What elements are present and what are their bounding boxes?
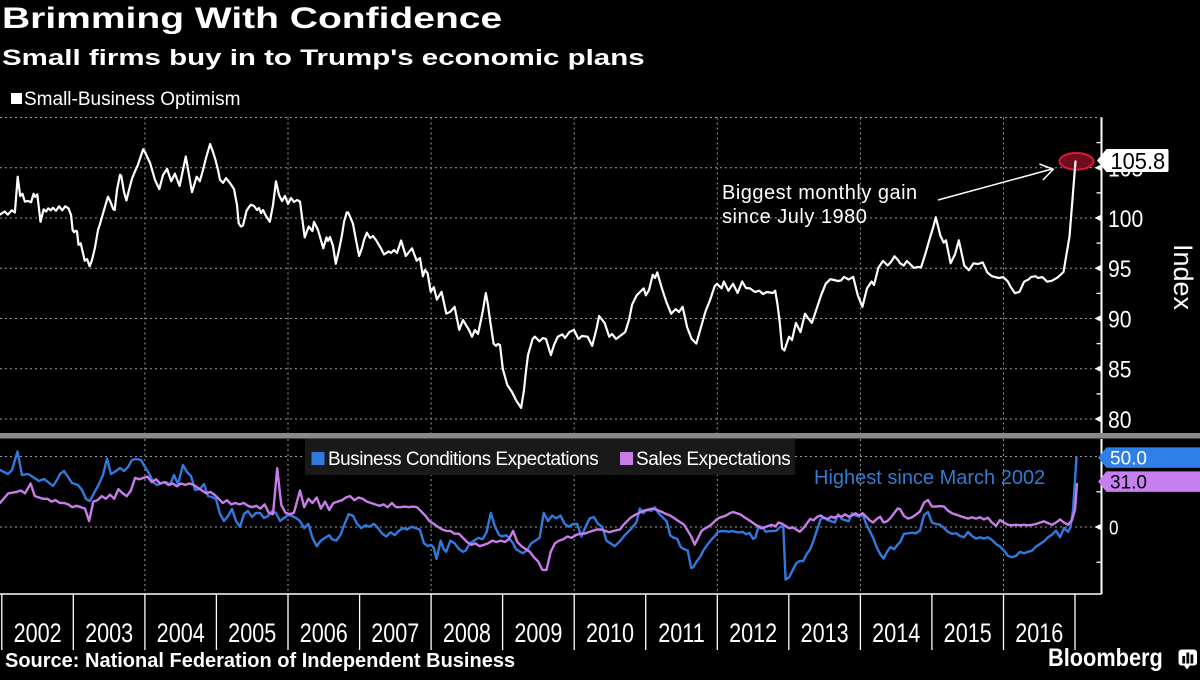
svg-text:2012: 2012 bbox=[729, 619, 777, 649]
svg-text:50.0: 50.0 bbox=[1110, 449, 1147, 470]
svg-text:85: 85 bbox=[1108, 356, 1131, 383]
svg-text:Sales Expectations: Sales Expectations bbox=[636, 449, 790, 470]
svg-text:90: 90 bbox=[1108, 306, 1131, 333]
svg-text:2015: 2015 bbox=[944, 619, 992, 649]
svg-text:2006: 2006 bbox=[300, 619, 348, 649]
svg-text:2008: 2008 bbox=[443, 619, 491, 649]
svg-text:105.8: 105.8 bbox=[1111, 148, 1166, 174]
svg-text:Business Conditions Expectatio: Business Conditions Expectations bbox=[328, 449, 598, 470]
svg-text:2010: 2010 bbox=[586, 619, 634, 649]
svg-text:Biggest monthly gain: Biggest monthly gain bbox=[722, 182, 918, 204]
svg-text:2009: 2009 bbox=[514, 619, 562, 649]
svg-text:0: 0 bbox=[1109, 516, 1118, 539]
svg-text:2002: 2002 bbox=[14, 619, 62, 649]
svg-text:since July 1980: since July 1980 bbox=[722, 206, 867, 228]
svg-text:2003: 2003 bbox=[85, 619, 133, 649]
svg-text:100: 100 bbox=[1108, 206, 1143, 233]
svg-text:80: 80 bbox=[1108, 407, 1131, 434]
svg-text:Highest since March 2002: Highest since March 2002 bbox=[814, 467, 1045, 489]
svg-text:2014: 2014 bbox=[872, 619, 920, 649]
svg-text:95: 95 bbox=[1108, 256, 1131, 283]
svg-text:2004: 2004 bbox=[157, 619, 205, 649]
svg-text:2016: 2016 bbox=[1015, 619, 1063, 649]
svg-text:2011: 2011 bbox=[658, 619, 704, 649]
svg-text:2013: 2013 bbox=[801, 619, 849, 649]
svg-text:Index: Index bbox=[1168, 244, 1198, 311]
svg-text:2007: 2007 bbox=[371, 619, 419, 649]
svg-text:31.0: 31.0 bbox=[1110, 473, 1147, 494]
svg-text:2005: 2005 bbox=[228, 619, 276, 649]
svg-text:Source: National Federation of: Source: National Federation of Independe… bbox=[5, 650, 515, 672]
